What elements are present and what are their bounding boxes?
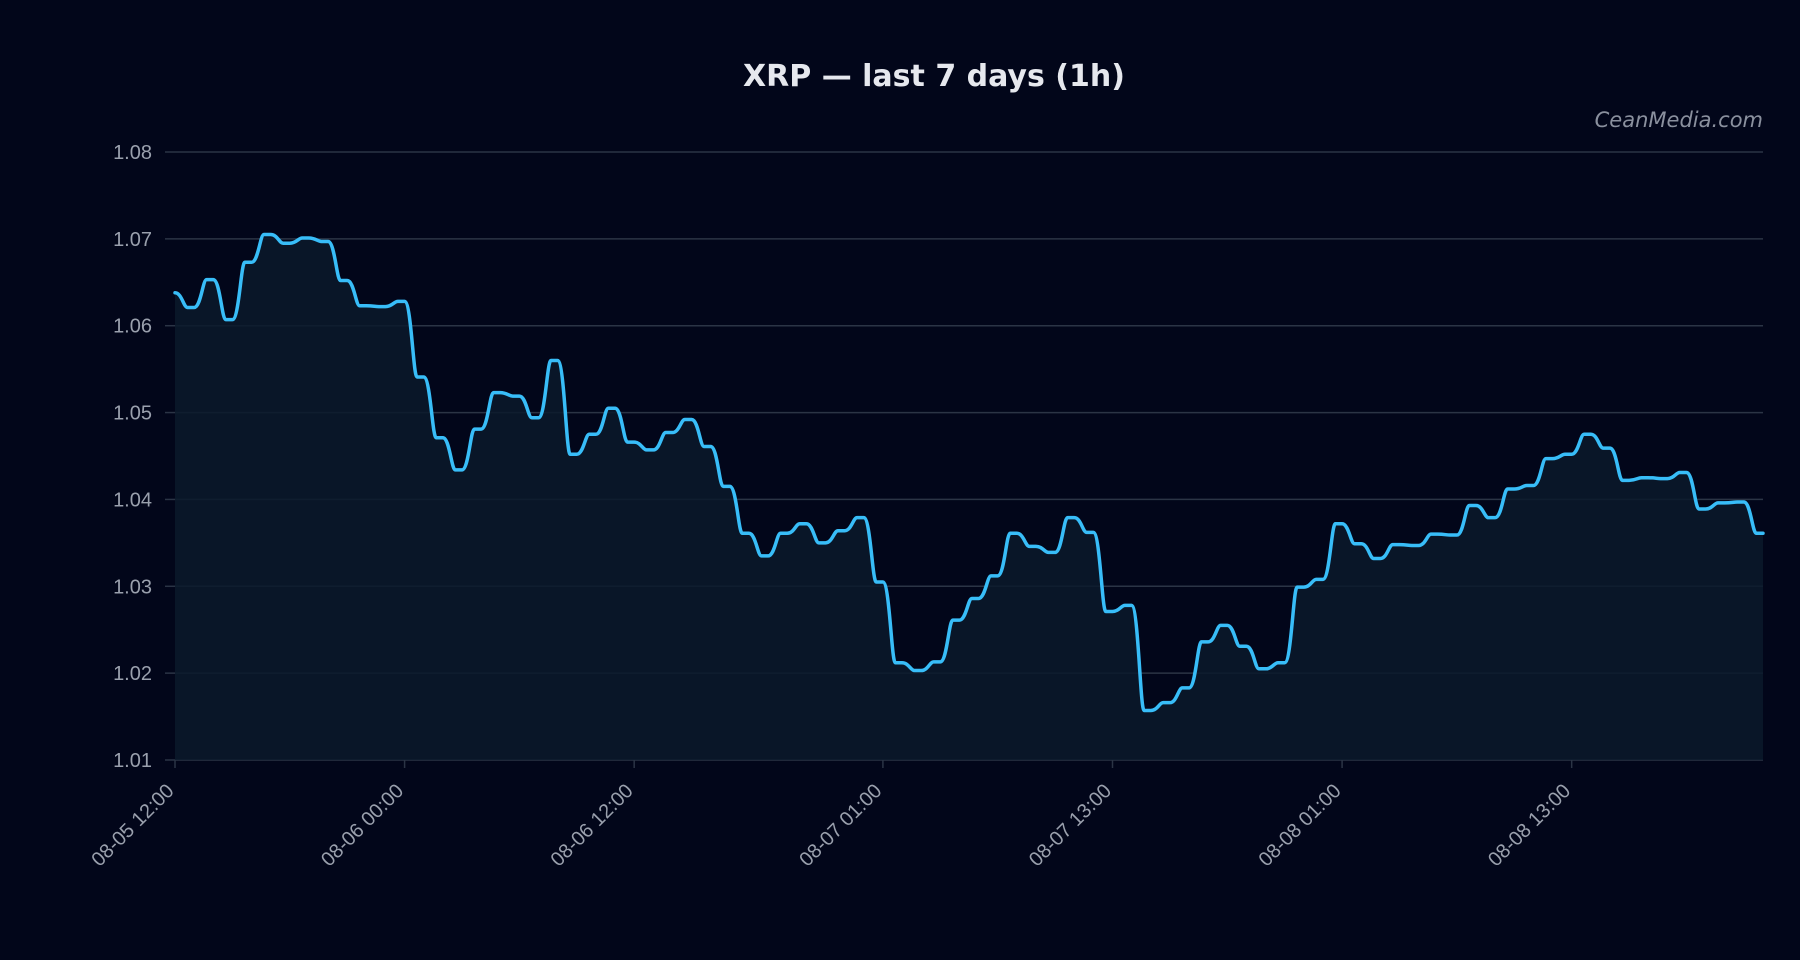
x-tick-label: 08-08 01:00 [1255, 780, 1346, 871]
y-tick-label: 1.01 [113, 750, 152, 772]
watermark: CeanMedia.com [1595, 108, 1763, 132]
x-axis: 08-05 12:00 08-06 00:00 08-06 12:00 08-07 0… [87, 760, 1575, 871]
x-tick-label: 08-05 12:00 [87, 780, 178, 871]
x-tick-label: 08-08 13:00 [1484, 780, 1575, 871]
x-tick-label: 08-06 00:00 [317, 780, 408, 871]
y-tick-label: 1.06 [113, 316, 152, 338]
y-axis: 1.01 1.02 1.03 1.04 1.05 1.06 1.07 1.08 [113, 142, 152, 772]
price-line [173, 232, 1765, 713]
y-tick-label: 1.03 [113, 576, 152, 598]
y-tick-label: 1.08 [113, 142, 152, 164]
x-tick-label: 08-07 01:00 [795, 780, 886, 871]
y-tick-label: 1.05 [113, 403, 152, 425]
price-area [175, 234, 1763, 760]
y-tick-label: 1.07 [113, 229, 152, 251]
y-tick-label: 1.02 [113, 663, 152, 685]
x-tick-label: 08-06 12:00 [547, 780, 638, 871]
x-tick-label: 08-07 13:00 [1025, 780, 1116, 871]
chart-title: XRP — last 7 days (1h) [743, 59, 1125, 94]
y-tick-label: 1.04 [113, 489, 152, 511]
